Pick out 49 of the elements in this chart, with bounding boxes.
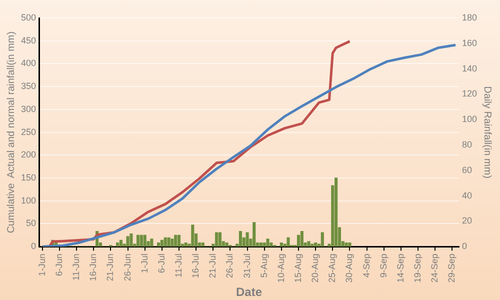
y-axis-title: Cumulative Actual and normal rainfall(in mm) (6, 31, 17, 234)
x-tick-label: 15-Aug (292, 254, 303, 283)
x-tick-label: 20-Aug (310, 254, 320, 283)
x-tick-label: 16-Jun (88, 254, 98, 282)
x-tick-label: 21-Jul (208, 254, 218, 278)
x-tick-label: 21-Jun (105, 254, 116, 282)
y-tick-label: 500 (20, 12, 36, 22)
y2-tick-label: 100 (462, 114, 478, 124)
y-tick-label: 200 (20, 150, 36, 160)
y2-tick-label: 20 (462, 216, 472, 226)
x-tick-label: 14-Sep (395, 254, 406, 283)
x-tick-label: 10-Aug (276, 254, 286, 283)
y2-tick-label: 160 (462, 38, 478, 48)
x-tick-label: 5-Aug (258, 254, 269, 278)
x-tick-label: 31-Jul (242, 254, 252, 278)
x-tick-label: 6-Jun (54, 254, 64, 276)
y2-tick-label: 140 (462, 63, 478, 74)
x-axis-title: Date (236, 285, 262, 300)
x-tick-label: 24-Sep (430, 254, 440, 283)
y-tick-label: 300 (20, 104, 36, 114)
y2-tick-label: 120 (462, 88, 478, 99)
y2-tick-label: 40 (462, 190, 472, 200)
x-tick-label: 19-Sep (412, 254, 422, 283)
x-tick-label: 30-Aug (344, 254, 354, 283)
y2-tick-label: 60 (462, 164, 472, 175)
y2-tick-label: 80 (462, 139, 472, 150)
x-tick-label: 11-Jul (173, 254, 184, 278)
y-tick-label: 450 (20, 35, 36, 46)
x-tick-label: 11-Jun (71, 254, 82, 280)
x-tick-label: 26-Jun (122, 254, 132, 282)
x-tick-label: 26-Jul (224, 254, 235, 278)
y-tick-label: 50 (26, 218, 36, 228)
y-tick-label: 350 (20, 81, 36, 92)
y2-axis-title: Daily Rainfall(in mm) (481, 86, 492, 178)
x-tick-label: 29-Sep (446, 254, 457, 283)
x-tick-label: 6-Jul (156, 254, 166, 274)
y-tick-label: 0 (31, 241, 36, 252)
x-tick-label: 16-Jul (190, 254, 201, 278)
y-tick-label: 400 (20, 58, 36, 68)
y2-tick-label: 0 (462, 241, 467, 252)
y-tick-label: 150 (20, 172, 36, 182)
x-tick-label: 1-Jul (139, 254, 150, 274)
y-tick-label: 250 (20, 126, 36, 137)
x-tick-label: 9-Sep (378, 254, 388, 278)
y-tick-label: 100 (20, 195, 36, 206)
x-tick-label: 25-Aug (327, 254, 338, 283)
x-tick-label: 4-Sep (361, 254, 372, 278)
x-tick-label: 1-Jun (36, 254, 47, 276)
y2-tick-label: 180 (462, 12, 478, 22)
